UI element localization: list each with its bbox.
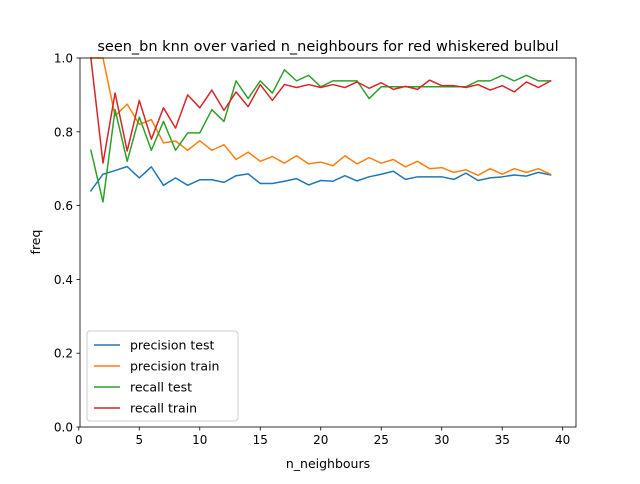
- x-tick-label: 35: [495, 433, 510, 447]
- x-tick-label: 30: [434, 433, 449, 447]
- x-tick-label: 15: [253, 433, 268, 447]
- legend-label-0: precision test: [130, 338, 214, 353]
- x-axis-ticks: 0 5 10 15 20 25 30 35 40: [75, 427, 570, 447]
- y-tick-label: 1.0: [54, 52, 73, 66]
- y-tick-label: 0.8: [54, 125, 73, 139]
- y-axis-ticks: 0.0 0.2 0.4 0.6 0.8 1.0: [54, 52, 80, 435]
- x-tick-label: 10: [192, 433, 207, 447]
- chart-title: seen_bn knn over varied n_neighbours for…: [97, 39, 558, 55]
- series-line-3: [90, 57, 552, 164]
- plot-lines: [89, 57, 552, 203]
- y-axis-label: freq: [28, 230, 43, 255]
- y-tick-label: 0.2: [54, 347, 73, 361]
- x-tick-label: 25: [374, 433, 389, 447]
- legend-label-2: recall test: [130, 380, 192, 395]
- x-tick-label: 40: [555, 433, 570, 447]
- axes-spines: [79, 57, 577, 428]
- y-tick-label: 0.4: [54, 273, 73, 287]
- legend-box: [86, 330, 239, 422]
- x-tick-label: 20: [313, 433, 328, 447]
- x-tick-label: 0: [75, 433, 83, 447]
- legend-label-1: precision train: [130, 359, 219, 374]
- x-tick-label: 5: [135, 433, 143, 447]
- legend: precision test precision train recall test…: [86, 330, 239, 422]
- series-line-1: [90, 57, 552, 177]
- legend-label-3: recall train: [130, 401, 197, 416]
- y-tick-label: 0.0: [54, 421, 73, 435]
- series-line-0: [89, 165, 552, 192]
- y-tick-label: 0.6: [54, 199, 73, 213]
- axes-frame: [79, 57, 577, 428]
- x-axis-label: n_neighbours: [286, 456, 370, 471]
